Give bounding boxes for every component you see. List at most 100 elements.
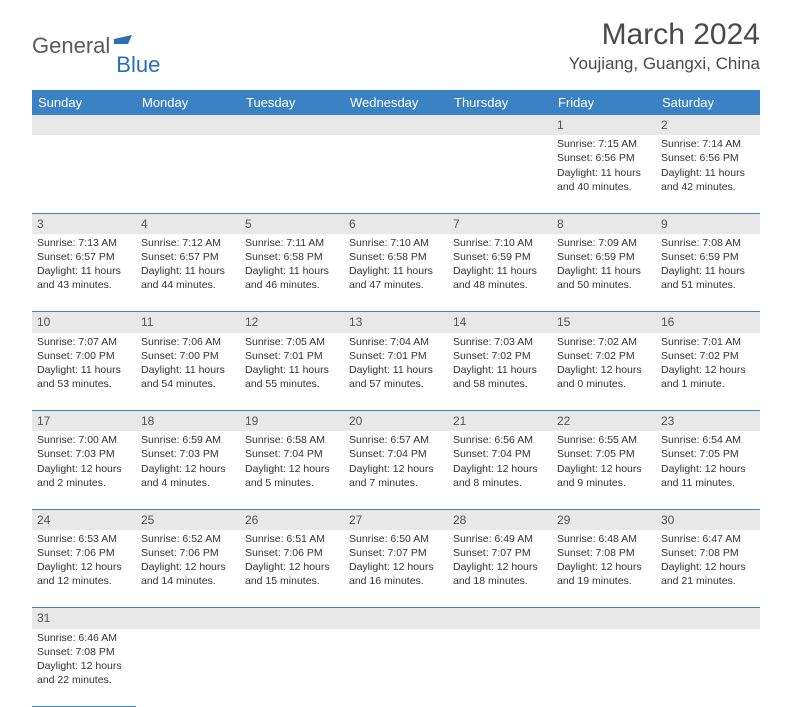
day2-text: and 0 minutes. [557,377,651,391]
day2-text: and 22 minutes. [37,673,131,687]
day1-text: Daylight: 12 hours [661,560,755,574]
sunrise-text: Sunrise: 7:04 AM [349,335,443,349]
sunset-text: Sunset: 6:59 PM [453,250,547,264]
day-cell: Sunrise: 7:04 AMSunset: 7:01 PMDaylight:… [344,333,448,411]
day-cell: Sunrise: 6:49 AMSunset: 7:07 PMDaylight:… [448,530,552,608]
day-number: 22 [552,411,656,432]
day2-text: and 47 minutes. [349,278,443,292]
weekday-header: Friday [552,90,656,115]
day-cell: Sunrise: 7:00 AMSunset: 7:03 PMDaylight:… [32,431,136,509]
sunset-text: Sunset: 6:57 PM [141,250,235,264]
title-block: March 2024 Youjiang, Guangxi, China [569,18,760,74]
day2-text: and 5 minutes. [245,476,339,490]
day-number [448,608,552,629]
day1-text: Daylight: 11 hours [661,264,755,278]
day-number [344,608,448,629]
sunrise-text: Sunrise: 6:49 AM [453,532,547,546]
weekday-header: Monday [136,90,240,115]
day-number: 15 [552,312,656,333]
day2-text: and 7 minutes. [349,476,443,490]
day1-text: Daylight: 11 hours [557,264,651,278]
sunset-text: Sunset: 7:03 PM [141,447,235,461]
day-number: 13 [344,312,448,333]
day-number-row: 24252627282930 [32,509,760,530]
day-number: 6 [344,213,448,234]
day-cell: Sunrise: 6:56 AMSunset: 7:04 PMDaylight:… [448,431,552,509]
day1-text: Daylight: 11 hours [661,166,755,180]
day-number [240,608,344,629]
day1-text: Daylight: 12 hours [453,462,547,476]
logo-text-general: General [32,33,110,59]
day2-text: and 8 minutes. [453,476,547,490]
day1-text: Daylight: 12 hours [349,560,443,574]
day-cell [448,135,552,213]
day-cell: Sunrise: 6:57 AMSunset: 7:04 PMDaylight:… [344,431,448,509]
sunrise-text: Sunrise: 6:58 AM [245,433,339,447]
day-cell: Sunrise: 6:58 AMSunset: 7:04 PMDaylight:… [240,431,344,509]
day2-text: and 44 minutes. [141,278,235,292]
sunrise-text: Sunrise: 6:51 AM [245,532,339,546]
day2-text: and 42 minutes. [661,180,755,194]
day-cell [552,629,656,707]
day-cell: Sunrise: 7:03 AMSunset: 7:02 PMDaylight:… [448,333,552,411]
sunrise-text: Sunrise: 7:02 AM [557,335,651,349]
day2-text: and 55 minutes. [245,377,339,391]
day2-text: and 50 minutes. [557,278,651,292]
day1-text: Daylight: 12 hours [557,560,651,574]
day-number [448,115,552,135]
day-number: 2 [656,115,760,135]
header: General Blue March 2024 Youjiang, Guangx… [0,0,792,82]
day-cell: Sunrise: 7:07 AMSunset: 7:00 PMDaylight:… [32,333,136,411]
sunrise-text: Sunrise: 7:06 AM [141,335,235,349]
day-number: 9 [656,213,760,234]
day-cell: Sunrise: 6:50 AMSunset: 7:07 PMDaylight:… [344,530,448,608]
day-number-row: 17181920212223 [32,411,760,432]
sunrise-text: Sunrise: 6:54 AM [661,433,755,447]
logo-text-blue: Blue [116,52,160,78]
day-cell: Sunrise: 6:46 AMSunset: 7:08 PMDaylight:… [32,629,136,707]
day1-text: Daylight: 12 hours [349,462,443,476]
day-cell: Sunrise: 6:59 AMSunset: 7:03 PMDaylight:… [136,431,240,509]
day2-text: and 43 minutes. [37,278,131,292]
day-number: 11 [136,312,240,333]
sunrise-text: Sunrise: 6:47 AM [661,532,755,546]
day-content-row: Sunrise: 7:07 AMSunset: 7:00 PMDaylight:… [32,333,760,411]
day1-text: Daylight: 11 hours [349,363,443,377]
sunrise-text: Sunrise: 6:53 AM [37,532,131,546]
day1-text: Daylight: 12 hours [141,560,235,574]
day-number: 8 [552,213,656,234]
day1-text: Daylight: 12 hours [453,560,547,574]
sunrise-text: Sunrise: 7:13 AM [37,236,131,250]
sunrise-text: Sunrise: 6:50 AM [349,532,443,546]
day2-text: and 15 minutes. [245,574,339,588]
day-cell [344,629,448,707]
day-content-row: Sunrise: 7:15 AMSunset: 6:56 PMDaylight:… [32,135,760,213]
sunrise-text: Sunrise: 7:09 AM [557,236,651,250]
day2-text: and 40 minutes. [557,180,651,194]
day-number: 17 [32,411,136,432]
weekday-header: Wednesday [344,90,448,115]
sunrise-text: Sunrise: 6:56 AM [453,433,547,447]
day-cell [344,135,448,213]
day-cell: Sunrise: 7:12 AMSunset: 6:57 PMDaylight:… [136,234,240,312]
day-number [136,608,240,629]
day-number: 30 [656,509,760,530]
day-number-row: 3456789 [32,213,760,234]
sunrise-text: Sunrise: 6:55 AM [557,433,651,447]
day1-text: Daylight: 11 hours [453,264,547,278]
day-cell: Sunrise: 6:51 AMSunset: 7:06 PMDaylight:… [240,530,344,608]
sunset-text: Sunset: 7:04 PM [453,447,547,461]
day-cell: Sunrise: 7:01 AMSunset: 7:02 PMDaylight:… [656,333,760,411]
sunrise-text: Sunrise: 6:48 AM [557,532,651,546]
day2-text: and 4 minutes. [141,476,235,490]
day-cell: Sunrise: 7:10 AMSunset: 6:58 PMDaylight:… [344,234,448,312]
day-number: 19 [240,411,344,432]
day1-text: Daylight: 12 hours [557,363,651,377]
day2-text: and 1 minute. [661,377,755,391]
sunset-text: Sunset: 7:00 PM [141,349,235,363]
sunset-text: Sunset: 7:05 PM [661,447,755,461]
day1-text: Daylight: 11 hours [245,264,339,278]
day-content-row: Sunrise: 6:46 AMSunset: 7:08 PMDaylight:… [32,629,760,707]
day-content-row: Sunrise: 7:13 AM Sunset: 6:57 PM Daylight:… [32,234,760,312]
day-number: 3 [32,213,136,234]
